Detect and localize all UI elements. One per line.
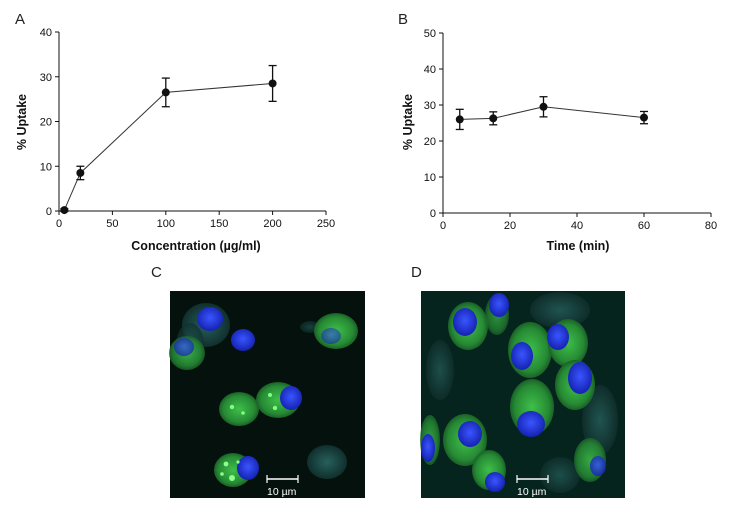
nucleus bbox=[174, 338, 194, 356]
y-tick-label: 0 bbox=[46, 206, 52, 218]
panel-letter-b: B bbox=[398, 11, 408, 28]
micrograph-d: 10 µm bbox=[420, 291, 625, 498]
puncta bbox=[268, 393, 272, 397]
chart-b-ylabel: % Uptake bbox=[401, 94, 415, 150]
y-tick-label: 40 bbox=[40, 27, 52, 39]
micrograph-c: 10 µm bbox=[169, 291, 365, 498]
nucleus bbox=[547, 324, 569, 350]
puncta bbox=[220, 472, 224, 476]
nucleus bbox=[485, 472, 505, 492]
chart-b-xlabel: Time (min) bbox=[547, 239, 610, 253]
data-point bbox=[489, 114, 498, 123]
data-point bbox=[455, 115, 464, 124]
nucleus bbox=[458, 421, 482, 447]
scale-label-c: 10 µm bbox=[267, 486, 297, 498]
puncta bbox=[229, 404, 235, 410]
data-point bbox=[640, 113, 648, 122]
x-tick-label: 20 bbox=[504, 220, 516, 232]
nucleus bbox=[197, 307, 223, 331]
dim-cell bbox=[426, 340, 454, 400]
puncta bbox=[223, 461, 229, 467]
data-point bbox=[60, 206, 69, 215]
series-line bbox=[459, 106, 645, 120]
y-tick-label: 30 bbox=[40, 72, 52, 84]
dim-cell bbox=[530, 292, 590, 328]
x-tick-label: 0 bbox=[56, 218, 62, 230]
nucleus bbox=[231, 329, 255, 351]
y-tick-label: 40 bbox=[424, 64, 436, 76]
nucleus bbox=[517, 411, 545, 437]
nucleus bbox=[568, 362, 592, 394]
x-tick-label: 250 bbox=[317, 218, 335, 230]
panel-letter-d: D bbox=[411, 264, 422, 281]
chart-a-ylabel: % Uptake bbox=[15, 94, 29, 150]
puncta bbox=[236, 460, 240, 464]
data-point bbox=[539, 102, 548, 111]
nucleus bbox=[421, 434, 435, 462]
x-tick-label: 100 bbox=[157, 218, 175, 230]
y-tick-label: 50 bbox=[424, 28, 436, 40]
nucleus bbox=[280, 386, 302, 410]
dim-cell bbox=[540, 457, 580, 493]
x-tick-label: 0 bbox=[440, 220, 446, 232]
x-tick-label: 50 bbox=[106, 218, 118, 230]
dim-cell bbox=[307, 445, 347, 479]
data-point bbox=[161, 88, 170, 97]
x-tick-label: 80 bbox=[705, 220, 717, 232]
data-point bbox=[76, 168, 85, 177]
x-tick-label: 40 bbox=[571, 220, 583, 232]
nucleus bbox=[453, 308, 477, 336]
chart-b: % Uptake Time (min) 0 10 20 30 40 50 0 20 40 60 80 bbox=[401, 28, 717, 253]
x-tick-label: 60 bbox=[638, 220, 650, 232]
panel-letter-c: C bbox=[151, 264, 162, 281]
series-line bbox=[63, 82, 273, 211]
dim-cell bbox=[582, 385, 618, 455]
puncta bbox=[272, 405, 278, 411]
y-tick-label: 20 bbox=[40, 117, 52, 129]
panel-letter-a: A bbox=[15, 11, 25, 28]
scale-label-d: 10 µm bbox=[517, 486, 547, 498]
nucleus bbox=[489, 293, 509, 317]
nucleus bbox=[237, 456, 259, 480]
x-tick-label: 150 bbox=[210, 218, 228, 230]
cytoplasm-cell bbox=[219, 392, 259, 426]
puncta bbox=[229, 475, 235, 481]
nucleus bbox=[511, 342, 533, 370]
puncta bbox=[241, 411, 245, 415]
x-tick-label: 200 bbox=[263, 218, 281, 230]
data-point bbox=[268, 79, 277, 88]
y-tick-label: 0 bbox=[430, 208, 436, 220]
nucleus bbox=[590, 456, 606, 476]
nucleus bbox=[321, 328, 341, 344]
chart-a-xlabel: Concentration (µg/ml) bbox=[131, 239, 260, 253]
chart-a: % Uptake Concentration (µg/ml) 0 10 20 30 40… bbox=[15, 27, 335, 253]
y-tick-label: 20 bbox=[424, 136, 436, 148]
y-tick-label: 30 bbox=[424, 100, 436, 112]
y-tick-label: 10 bbox=[40, 161, 52, 173]
y-tick-label: 10 bbox=[424, 172, 436, 184]
